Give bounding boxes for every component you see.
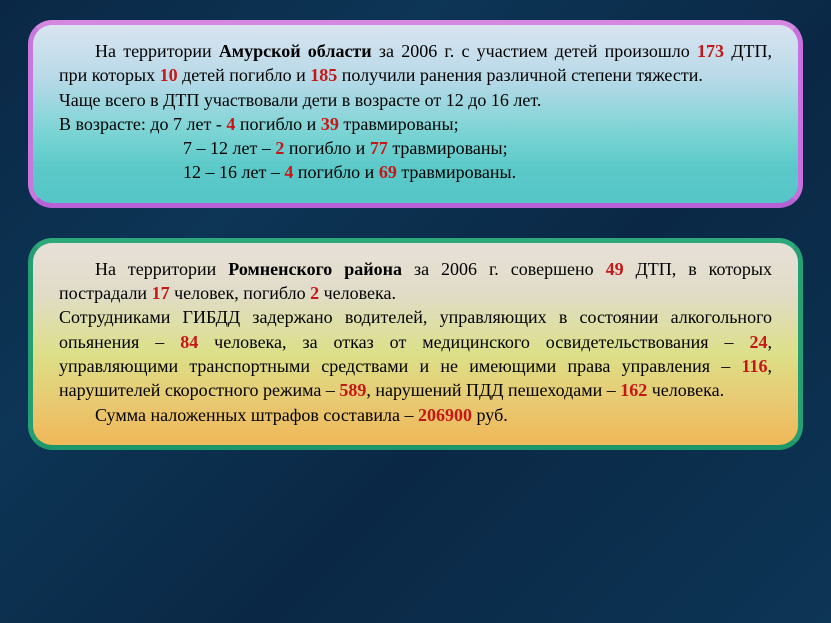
stat-deaths-7-12: 2 (275, 138, 284, 158)
card-romnensky-district: На территории Ромненского района за 2006… (28, 238, 803, 450)
text: погибло и (293, 162, 378, 182)
stat-deaths: 10 (160, 65, 178, 85)
stat-injured-12-16: 69 (379, 162, 397, 182)
amur-age-12-16: 12 – 16 лет – 4 погибло и 69 травмирован… (59, 160, 772, 184)
text: погибло и (284, 138, 369, 158)
card-amur-region: На территории Амурской области за 2006 г… (28, 20, 803, 208)
romnensky-paragraph-2: Сотрудниками ГИБДД задержано водителей, … (59, 305, 772, 402)
amur-age-under7: В возрасте: до 7 лет - 4 погибло и 39 тр… (59, 112, 772, 136)
romnensky-paragraph-1: На территории Ромненского района за 2006… (59, 257, 772, 306)
stat-nolicense: 116 (741, 356, 767, 376)
stat-accidents: 173 (697, 41, 724, 61)
stat-speed: 589 (339, 380, 366, 400)
stat-deaths: 2 (310, 283, 319, 303)
stat-refuse: 24 (750, 332, 768, 352)
text: за 2006 г. с участием детей произошло (372, 41, 697, 61)
stat-dui: 84 (180, 332, 198, 352)
stat-deaths-u7: 4 (226, 114, 235, 134)
text: На территории (95, 41, 219, 61)
stat-injured: 185 (310, 65, 337, 85)
stat-injured-7-12: 77 (370, 138, 388, 158)
text: Сумма наложенных штрафов составила – (95, 405, 418, 425)
text: за 2006 г. совершено (402, 259, 606, 279)
text: руб. (472, 405, 508, 425)
text: человека. (647, 380, 724, 400)
text: погибло и (235, 114, 320, 134)
stat-deaths-12-16: 4 (284, 162, 293, 182)
stat-injured: 17 (152, 283, 170, 303)
text: 12 – 16 лет – (183, 162, 284, 182)
text: человека. (319, 283, 396, 303)
romnensky-fines: Сумма наложенных штрафов составила – 206… (59, 403, 772, 427)
stat-accidents: 49 (606, 259, 624, 279)
text: , нарушений ПДД пешеходами – (366, 380, 620, 400)
text: травмированы; (388, 138, 508, 158)
amur-age-7-12: 7 – 12 лет – 2 погибло и 77 травмированы… (59, 136, 772, 160)
text: человек, погибло (170, 283, 311, 303)
stat-injured-u7: 39 (321, 114, 339, 134)
amur-paragraph-1: На территории Амурской области за 2006 г… (59, 39, 772, 88)
district-name: Ромненского района (228, 259, 402, 279)
text: человека, за отказ от медицинского освид… (198, 332, 749, 352)
text: 7 – 12 лет – (183, 138, 275, 158)
stat-pedestrian: 162 (620, 380, 647, 400)
stat-fines: 206900 (418, 405, 472, 425)
text: травмированы; (339, 114, 459, 134)
amur-paragraph-2: Чаще всего в ДТП участвовали дети в возр… (59, 88, 772, 112)
region-name: Амурской области (219, 41, 372, 61)
text: детей погибло и (178, 65, 311, 85)
text: травмированы. (397, 162, 516, 182)
text: На территории (95, 259, 228, 279)
text: получили ранения различной степени тяжес… (337, 65, 703, 85)
text: В возрасте: до 7 лет - (59, 114, 226, 134)
